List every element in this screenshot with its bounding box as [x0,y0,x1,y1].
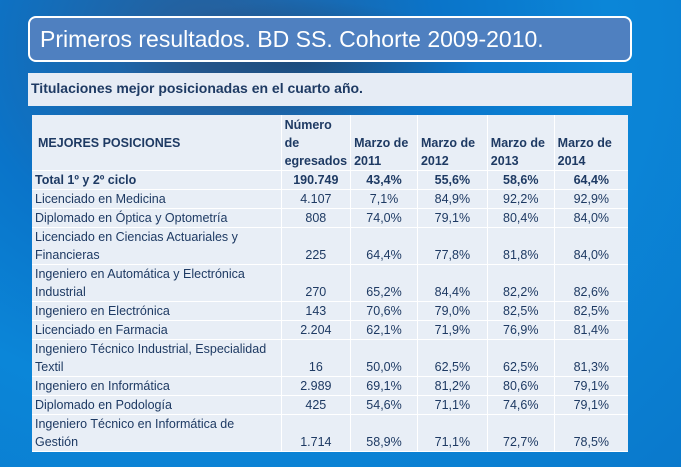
cell-2012: 71,1% [416,395,488,415]
cell-2011: 62,1% [350,320,418,340]
cell-2014: 82,6% [553,264,628,302]
cell-2014: 79,1% [553,376,628,396]
cell-egresados: 190.749 [280,170,351,190]
cell-titulacion: Ingeniero en Electrónica [32,301,282,321]
table-row: Licenciado en Farmacia 2.204 62,1% 71,9% 76,… [32,320,628,340]
cell-2014: 79,1% [553,395,628,415]
cell-2013: 81,8% [486,227,555,265]
cell-egresados: 225 [280,227,351,265]
total-row: Total 1º y 2º ciclo 190.749 43,4% 55,6% 58,6… [32,170,628,190]
header-titulacion: MEJORES POSICIONES [32,115,282,171]
rankings-table: MEJORES POSICIONES Número de egresados M… [32,115,628,452]
cell-titulacion: Ingeniero en Automática y Electrónica In… [32,264,282,302]
cell-2012: 71,9% [416,320,488,340]
cell-2012: 55,6% [416,170,488,190]
cell-2014: 84,0% [553,227,628,265]
cell-2011: 7,1% [350,189,418,209]
cell-2012: 79,1% [416,208,488,228]
table-row: Diplomado en Óptica y Optometría 808 74,0%… [32,208,628,228]
cell-2012: 81,2% [416,376,488,396]
cell-2011: 74,0% [350,208,418,228]
cell-2011: 58,9% [350,414,418,452]
cell-2014: 81,3% [553,339,628,377]
cell-2013: 80,6% [486,376,555,396]
cell-2013: 82,2% [486,264,555,302]
header-2013: Marzo de 2013 [486,115,555,171]
table-row: Ingeniero Técnico Industrial, Especialid… [32,339,628,377]
header-2012: Marzo de 2012 [416,115,488,171]
cell-2014: 92,9% [553,189,628,209]
cell-2013: 62,5% [486,339,555,377]
cell-titulacion: Ingeniero Técnico Industrial, Especialid… [32,339,282,377]
slide-subtitle: Titulaciones mejor posicionadas en el cu… [28,73,632,106]
cell-2013: 82,5% [486,301,555,321]
cell-egresados: 808 [280,208,351,228]
cell-titulacion: Diplomado en Podología [32,395,282,415]
cell-2011: 54,6% [350,395,418,415]
cell-2013: 72,7% [486,414,555,452]
cell-titulacion: Total 1º y 2º ciclo [32,170,282,190]
cell-2013: 76,9% [486,320,555,340]
cell-egresados: 425 [280,395,351,415]
table-row: Ingeniero en Electrónica 143 70,6% 79,0% 82,… [32,301,628,321]
cell-egresados: 2.204 [280,320,351,340]
cell-2011: 43,4% [350,170,418,190]
table-row: Ingeniero Técnico en Informática de Gest… [32,414,628,452]
table-row: Diplomado en Podología 425 54,6% 71,1% 74,6%… [32,395,628,415]
cell-2014: 82,5% [553,301,628,321]
cell-2012: 84,4% [416,264,488,302]
cell-titulacion: Ingeniero Técnico en Informática de Gest… [32,414,282,452]
cell-2011: 50,0% [350,339,418,377]
cell-2012: 84,9% [416,189,488,209]
cell-titulacion: Licenciado en Ciencias Actuariales y Fin… [32,227,282,265]
table-row: Licenciado en Ciencias Actuariales y Fin… [32,227,628,265]
header-2014: Marzo de 2014 [553,115,628,171]
cell-2013: 58,6% [486,170,555,190]
slide-title: Primeros resultados. BD SS. Cohorte 2009… [28,16,632,62]
cell-egresados: 143 [280,301,351,321]
cell-2012: 79,0% [416,301,488,321]
cell-2014: 84,0% [553,208,628,228]
table-row: Ingeniero en Automática y Electrónica In… [32,264,628,302]
table-header-row: MEJORES POSICIONES Número de egresados M… [32,115,628,171]
cell-2011: 69,1% [350,376,418,396]
cell-2014: 64,4% [553,170,628,190]
cell-titulacion: Licenciado en Medicina [32,189,282,209]
cell-egresados: 4.107 [280,189,351,209]
cell-2014: 78,5% [553,414,628,452]
cell-2011: 64,4% [350,227,418,265]
cell-2013: 92,2% [486,189,555,209]
cell-2012: 71,1% [416,414,488,452]
cell-2011: 70,6% [350,301,418,321]
cell-2013: 74,6% [486,395,555,415]
cell-egresados: 16 [280,339,351,377]
cell-egresados: 2.989 [280,376,351,396]
cell-titulacion: Diplomado en Óptica y Optometría [32,208,282,228]
cell-titulacion: Licenciado en Farmacia [32,320,282,340]
header-egresados: Número de egresados [280,115,351,171]
cell-titulacion: Ingeniero en Informática [32,376,282,396]
cell-egresados: 1.714 [280,414,351,452]
cell-egresados: 270 [280,264,351,302]
table-row: Licenciado en Medicina 4.107 7,1% 84,9% 92,2… [32,189,628,209]
cell-2013: 80,4% [486,208,555,228]
cell-2011: 65,2% [350,264,418,302]
header-2011: Marzo de 2011 [350,115,418,171]
cell-2012: 62,5% [416,339,488,377]
table-row: Ingeniero en Informática 2.989 69,1% 81,2% 8… [32,376,628,396]
cell-2014: 81,4% [553,320,628,340]
cell-2012: 77,8% [416,227,488,265]
